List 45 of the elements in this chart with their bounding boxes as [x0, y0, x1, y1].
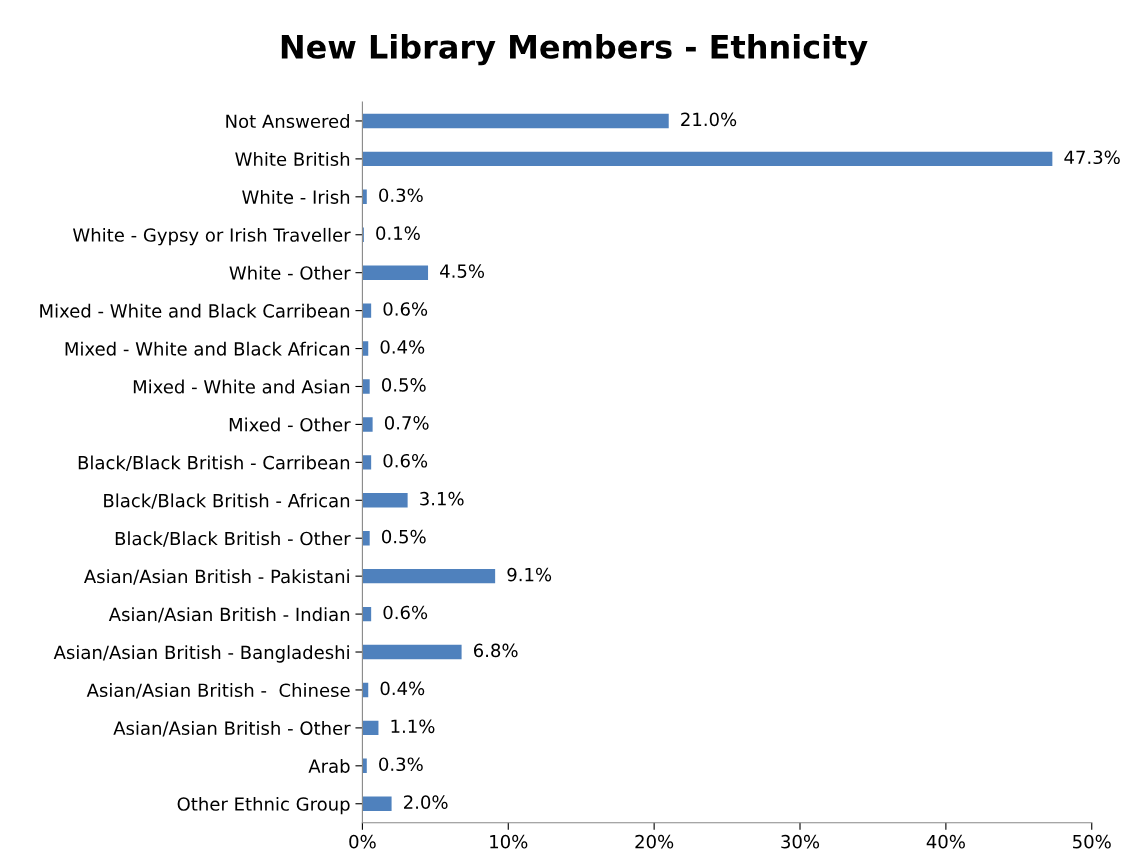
- data-label: 47.3%: [1064, 150, 1120, 165]
- x-tick-label: 30%: [781, 834, 820, 849]
- y-tick-label: White - Irish: [242, 189, 350, 204]
- y-tick-label: White British: [235, 152, 350, 166]
- data-label: 2.0%: [404, 795, 448, 809]
- data-label: 1.1%: [391, 719, 435, 734]
- data-label: 0.4%: [380, 681, 425, 696]
- data-label: 21.0%: [681, 112, 737, 127]
- x-tick-label: 0%: [349, 834, 376, 849]
- data-label: 0.3%: [379, 188, 423, 203]
- data-label: 0.5%: [382, 529, 426, 544]
- y-tick-label: Asian/Asian British - Chinese: [86, 683, 350, 699]
- data-label: 0.6%: [383, 605, 428, 620]
- y-tick-label: Not Answered: [226, 114, 349, 129]
- y-tick-label: Black/Black British - Carribean: [78, 455, 350, 471]
- data-label: 0.1%: [376, 226, 420, 240]
- data-label: 0.5%: [382, 378, 426, 392]
- y-tick-label: Black/Black British - Other: [115, 531, 351, 547]
- data-label: 6.8%: [473, 643, 518, 658]
- x-tick-label: 50%: [1073, 834, 1111, 849]
- y-tick-label: White - Gypsy or Irish Traveller: [72, 227, 351, 246]
- y-tick-label: Asian/Asian British - Bangladeshi: [53, 645, 349, 663]
- data-label: 0.4%: [380, 340, 425, 354]
- data-label: 0.3%: [379, 757, 423, 772]
- y-tick-label: Mixed - White and Asian: [133, 379, 350, 394]
- data-label: 9.1%: [507, 567, 552, 582]
- data-label: 0.7%: [384, 416, 429, 430]
- y-tick-label: Other Ethnic Group: [177, 796, 350, 815]
- y-tick-label: Arab: [308, 758, 350, 773]
- y-tick-label: Mixed - White and Black Carribean: [40, 303, 350, 318]
- y-tick-label: Asian/Asian British - Pakistani: [83, 569, 349, 585]
- data-label: 0.6%: [383, 302, 428, 316]
- data-label: 3.1%: [420, 491, 464, 506]
- y-tick-label: White - Other: [229, 265, 351, 280]
- y-tick-label: Asian/Asian British - Indian: [108, 607, 350, 623]
- data-label: 4.5%: [440, 264, 485, 278]
- chart-title: New Library Members - Ethnicity: [281, 34, 868, 66]
- data-label: 0.6%: [383, 453, 428, 468]
- y-tick-label: Black/Black British - African: [104, 493, 350, 509]
- x-tick-label: 10%: [490, 834, 528, 849]
- y-tick-label: Mixed - Other: [229, 417, 351, 432]
- y-tick-label: Mixed - White and Black African: [65, 341, 350, 356]
- y-tick-label: Asian/Asian British - Other: [113, 721, 351, 737]
- x-tick-label: 20%: [635, 834, 674, 849]
- x-tick-label: 40%: [926, 834, 965, 849]
